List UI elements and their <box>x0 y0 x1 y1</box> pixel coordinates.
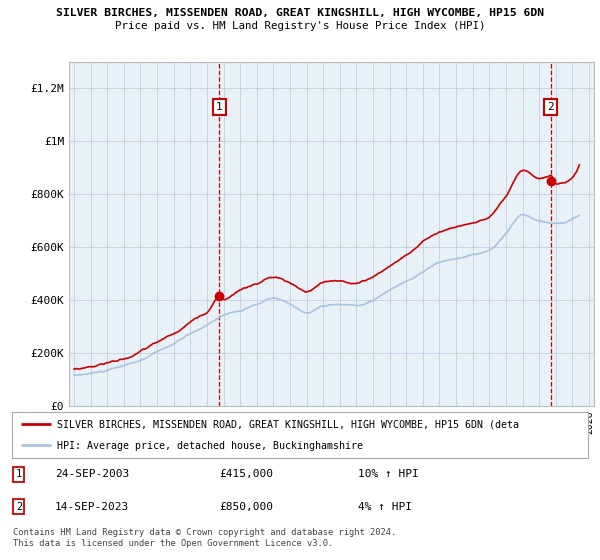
Text: £850,000: £850,000 <box>220 502 274 512</box>
Text: Price paid vs. HM Land Registry's House Price Index (HPI): Price paid vs. HM Land Registry's House … <box>115 21 485 31</box>
Text: 2: 2 <box>548 101 554 111</box>
Text: 1: 1 <box>215 101 223 111</box>
Text: SILVER BIRCHES, MISSENDEN ROAD, GREAT KINGSHILL, HIGH WYCOMBE, HP15 6DN: SILVER BIRCHES, MISSENDEN ROAD, GREAT KI… <box>56 8 544 18</box>
Text: Contains HM Land Registry data © Crown copyright and database right 2024.: Contains HM Land Registry data © Crown c… <box>13 528 397 536</box>
Text: 2: 2 <box>16 502 22 512</box>
Text: 24-SEP-2003: 24-SEP-2003 <box>55 469 130 479</box>
Text: This data is licensed under the Open Government Licence v3.0.: This data is licensed under the Open Gov… <box>13 539 334 548</box>
Text: 10% ↑ HPI: 10% ↑ HPI <box>358 469 418 479</box>
Text: 4% ↑ HPI: 4% ↑ HPI <box>358 502 412 512</box>
Text: 14-SEP-2023: 14-SEP-2023 <box>55 502 130 512</box>
Text: 1: 1 <box>16 469 22 479</box>
Text: HPI: Average price, detached house, Buckinghamshire: HPI: Average price, detached house, Buck… <box>57 441 363 451</box>
Text: £415,000: £415,000 <box>220 469 274 479</box>
Text: SILVER BIRCHES, MISSENDEN ROAD, GREAT KINGSHILL, HIGH WYCOMBE, HP15 6DN (deta: SILVER BIRCHES, MISSENDEN ROAD, GREAT KI… <box>57 419 519 430</box>
